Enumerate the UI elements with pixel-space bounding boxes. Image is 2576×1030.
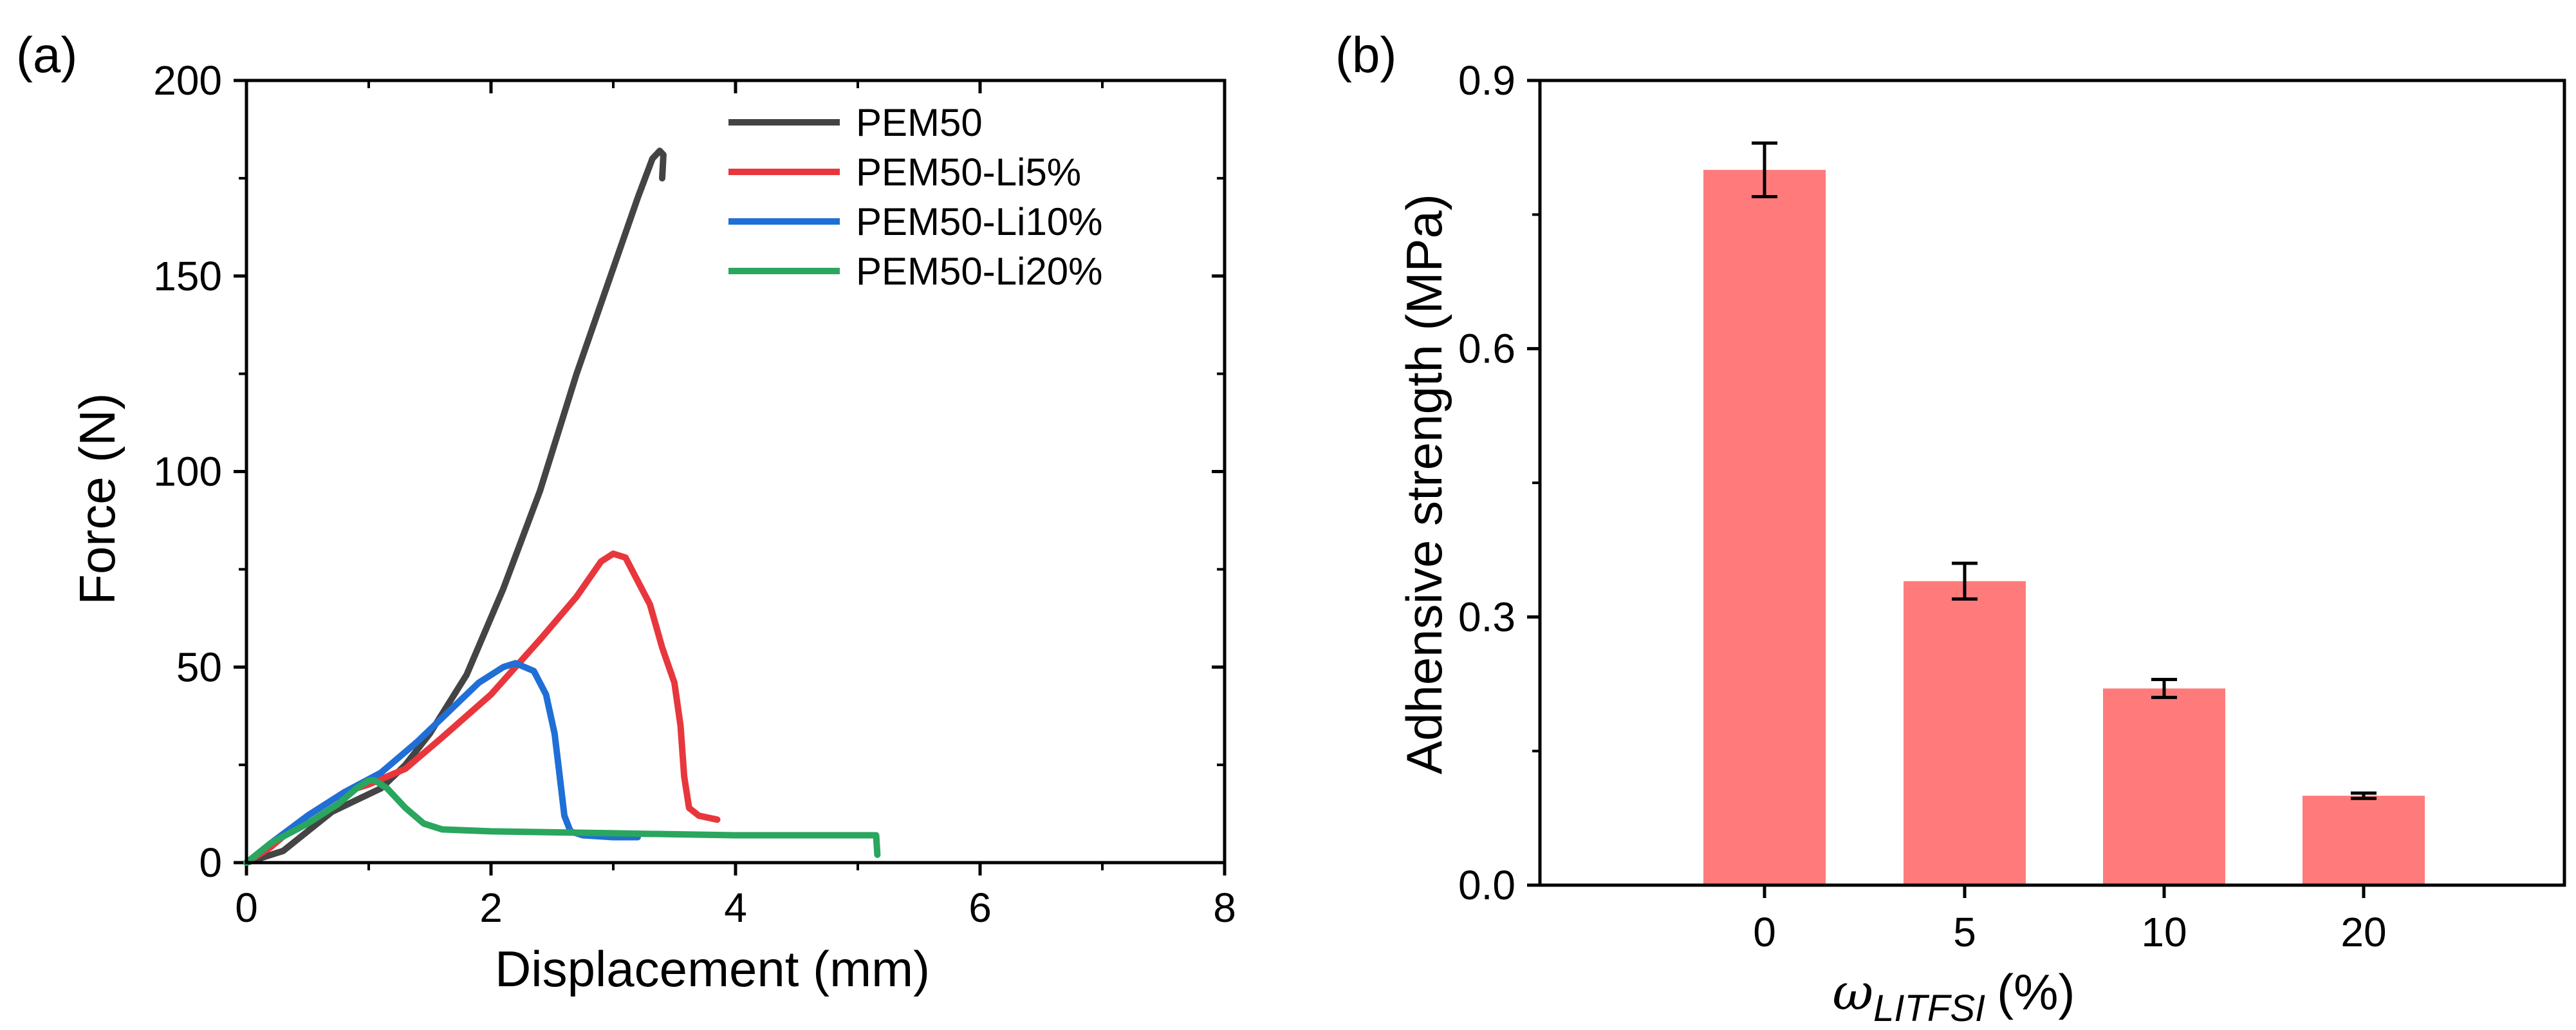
panel-b-x-axis-title: ωLITFSI (%) xyxy=(1833,964,2075,1029)
omega-symbol: ω xyxy=(1833,964,1874,1022)
y-tick-label: 0.9 xyxy=(1458,57,1515,104)
y-tick-label: 0.0 xyxy=(1458,862,1515,908)
bar-5 xyxy=(1904,581,2026,885)
bar-10 xyxy=(2103,688,2225,885)
panel-b-tick-labels: 0 5 10 20 0.0 0.3 0.6 0.9 xyxy=(1458,57,2387,955)
x-tick-label: 0 xyxy=(1753,909,1776,955)
x-tick-label: 10 xyxy=(2141,909,2187,955)
panel-b-error-bars xyxy=(1752,141,2377,800)
panel-b-ticks xyxy=(1527,79,2366,898)
panel-b-y-axis-title: Adhensive strength (MPa) xyxy=(1396,194,1452,774)
legend-label-3: PEM50-Li20% xyxy=(856,250,1103,293)
panel-a-tick-labels: 0 2 4 6 8 0 50 100 150 200 xyxy=(153,57,1236,931)
y-tick-label: 0 xyxy=(199,839,222,886)
panel-b-plot-frame xyxy=(1538,79,2566,887)
x-tick-label: 4 xyxy=(724,885,747,931)
y-tick-label: 200 xyxy=(153,57,222,104)
series-line-0 xyxy=(243,147,667,866)
panel-b-label: (b) xyxy=(1335,26,1396,83)
x-axis-unit: (%) xyxy=(1997,964,2075,1020)
panel-a-plot-frame xyxy=(245,79,1227,865)
y-tick-label: 150 xyxy=(153,253,222,299)
legend-label-1: PEM50-Li5% xyxy=(856,151,1081,194)
x-tick-label: 0 xyxy=(235,885,258,931)
bar-0 xyxy=(1703,169,1826,885)
y-tick-label: 50 xyxy=(176,644,222,690)
panel-b-bars xyxy=(1703,169,2425,885)
panel-a-x-axis-title: Displacement (mm) xyxy=(495,941,930,997)
y-tick-label: 100 xyxy=(153,449,222,495)
x-tick-label: 2 xyxy=(479,885,503,931)
y-tick-label: 0.6 xyxy=(1458,326,1515,372)
x-tick-label: 8 xyxy=(1213,885,1236,931)
legend-label-2: PEM50-Li10% xyxy=(856,200,1103,243)
panel-a-series xyxy=(243,147,881,866)
series-line-3 xyxy=(243,777,881,866)
bar-20 xyxy=(2303,796,2425,885)
panel-a-legend: PEM50 PEM50-Li5% PEM50-Li10% PEM50-Li20% xyxy=(728,101,1103,293)
legend-label-0: PEM50 xyxy=(856,101,983,144)
x-tick-label: 6 xyxy=(968,885,992,931)
x-tick-label: 20 xyxy=(2340,909,2386,955)
y-tick-label: 0.3 xyxy=(1458,594,1515,640)
x-tick-label: 5 xyxy=(1953,909,1976,955)
panel-a-y-axis-title: Force (N) xyxy=(69,393,125,604)
panel-b-bar-chart: (b) 0 5 10 20 0.0 0.3 0.6 0.9 Adhensive strengt… xyxy=(1335,26,2566,1029)
x-axis-subscript: LITFSI xyxy=(1873,988,1985,1029)
panel-a-label: (a) xyxy=(16,26,77,83)
